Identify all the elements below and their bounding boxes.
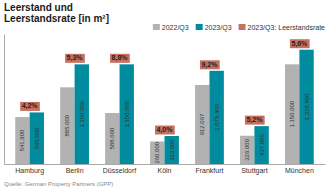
- rate-box: [245, 116, 265, 125]
- bar: [195, 85, 209, 164]
- legend-label: 2023/Q3: [205, 24, 232, 32]
- rate-text: 8,8%: [112, 54, 129, 62]
- title-line: Leerstand und: [4, 2, 73, 13]
- bar: [105, 113, 119, 164]
- x-axis: Hamburg Berlin Düsseldorf Köln Frankfurt Stut…: [5, 164, 326, 175]
- rate-label: 4,2%: [20, 102, 40, 111]
- x-tick-label: Köln: [157, 167, 171, 174]
- bar-value-label: 323.000: [169, 139, 175, 161]
- x-tick-label: Frankfurt: [195, 167, 223, 174]
- rate-box: [290, 39, 310, 48]
- chart: Leerstand undLeerstandsrate [in m²] Hambu…: [0, 0, 329, 190]
- bar: [75, 64, 89, 164]
- bar-value-label: 1.150.000: [79, 100, 85, 127]
- rate-box: [155, 126, 175, 135]
- rate-label: 4,0%: [155, 126, 175, 135]
- title-line: Leerstandsrate [in m²]: [4, 13, 109, 24]
- x-tick: Köln: [157, 164, 171, 174]
- x-tick-label: München: [285, 167, 314, 174]
- data-labels: 541.900 885.000 588.600 260.000 912.067 326.0…: [19, 39, 309, 163]
- bar: [30, 112, 44, 164]
- rate-label: 5,6%: [290, 39, 310, 48]
- rate-box: [200, 60, 220, 69]
- bar: [60, 87, 74, 164]
- rate-label: 8,8%: [110, 54, 130, 63]
- legend-label: 2023/Q3: Leerstandsrate: [248, 24, 326, 32]
- legend-item: 2023/Q3: [196, 24, 232, 32]
- legend-item: 2023/Q3: Leerstandsrate: [239, 24, 326, 32]
- rate-label: 5,2%: [245, 116, 265, 125]
- rate-text: 5,2%: [246, 116, 263, 124]
- legend-swatch: [196, 24, 203, 30]
- legend-swatch: [239, 24, 246, 30]
- legend-label: 2022/Q3: [162, 24, 189, 32]
- bar-value-label: 326.000: [244, 138, 250, 160]
- rate-text: 4,2%: [22, 102, 39, 110]
- bar: [254, 126, 268, 164]
- bar-value-label: 437.000: [259, 134, 265, 156]
- bar: [120, 64, 134, 164]
- bar-value-label: 595.000: [34, 127, 40, 149]
- x-tick: Düsseldorf: [103, 164, 137, 174]
- bar: [150, 141, 164, 164]
- bar-value-label: 588.600: [109, 127, 115, 149]
- legend-swatch: [153, 24, 160, 30]
- x-tick: Hamburg: [15, 164, 44, 175]
- x-tick: München: [285, 164, 314, 174]
- x-tick: Berlin: [66, 164, 84, 174]
- legend-item: 2022/Q3: [153, 24, 189, 32]
- bar: [165, 136, 179, 164]
- bars: [15, 50, 314, 164]
- bar-value-label: 1.150.000: [124, 100, 130, 127]
- bar-value-label: 260.000: [154, 141, 160, 163]
- bar: [15, 117, 29, 164]
- rate-text: 4,0%: [157, 126, 174, 134]
- bar-value-label: 1.075.400: [214, 103, 220, 130]
- bar: [240, 136, 254, 164]
- bar: [299, 50, 313, 164]
- y-axis: [4, 35, 5, 165]
- x-axis-line: [5, 164, 326, 165]
- x-tick-label: Düsseldorf: [103, 167, 137, 174]
- bar: [285, 64, 299, 164]
- title: Leerstand undLeerstandsrate [in m²]: [4, 2, 109, 24]
- legend: 2022/Q3 2023/Q3 2023/Q3: Leerstandsrate: [153, 24, 325, 32]
- source: Quelle: German Property Partners (GPP): [4, 181, 113, 187]
- bar: [209, 71, 223, 164]
- rate-label: 9,2%: [200, 60, 220, 69]
- bar-value-label: 541.900: [19, 129, 25, 151]
- rate-box: [110, 54, 130, 63]
- x-tick-label: Berlin: [66, 167, 84, 174]
- x-tick-label: Hamburg: [15, 167, 44, 175]
- bar-value-label: 1.150.000: [289, 100, 295, 127]
- bar-value-label: 885.000: [64, 114, 70, 136]
- x-tick: Stuttgart: [241, 164, 268, 175]
- bar-value-label: 1.318.800: [304, 93, 310, 120]
- bar-value-label: 912.067: [199, 113, 205, 135]
- rate-box: [65, 54, 85, 63]
- rate-label: 5,3%: [65, 54, 85, 63]
- x-tick: Frankfurt: [195, 164, 223, 174]
- rate-box: [20, 102, 40, 111]
- y-axis-line: [4, 35, 5, 165]
- rate-text: 5,6%: [291, 40, 308, 48]
- rate-text: 5,3%: [67, 54, 84, 62]
- x-tick-label: Stuttgart: [241, 167, 268, 175]
- rate-text: 9,2%: [201, 61, 218, 69]
